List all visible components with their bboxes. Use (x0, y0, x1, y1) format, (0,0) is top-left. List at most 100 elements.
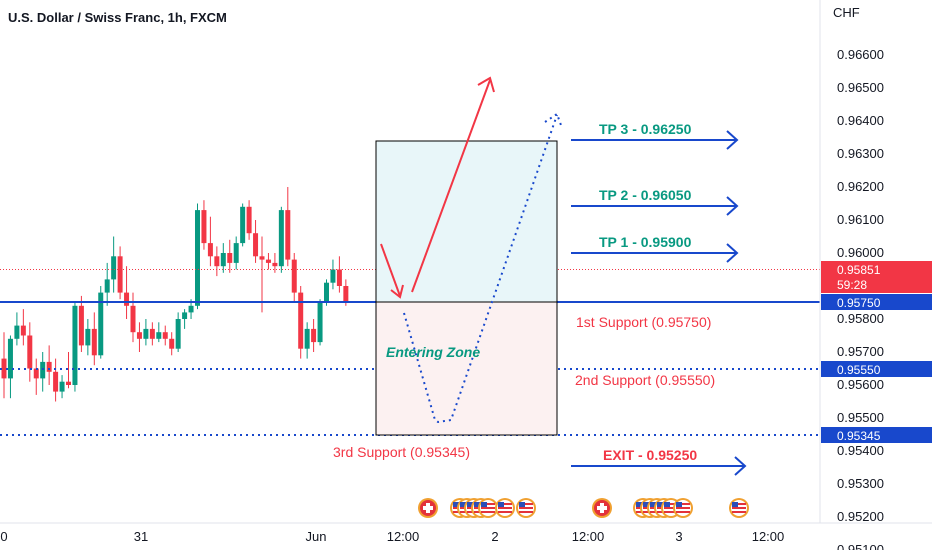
price-tick-label: 0.96200 (837, 179, 884, 194)
entering-zone-box (375, 301, 558, 436)
candle (207, 216, 213, 267)
time-tick-label: 0 (0, 529, 7, 544)
candle (78, 295, 84, 352)
price-tick-label: 0.96000 (837, 245, 884, 260)
candle (253, 220, 259, 263)
candle (330, 259, 336, 290)
candle (259, 236, 265, 313)
us-flag-icon[interactable] (673, 498, 693, 518)
candle (20, 309, 26, 346)
candle (175, 312, 181, 352)
level-tag-1-value: 0.95750 (837, 296, 881, 310)
candle (40, 352, 46, 392)
support-3-label: 3rd Support (0.95345) (333, 444, 470, 460)
level-tag-3 (821, 427, 932, 443)
price-tick-label: 0.95800 (837, 311, 884, 326)
candle (98, 286, 104, 359)
tp3-label: TP 3 - 0.96250 (599, 121, 692, 137)
candle (246, 200, 252, 240)
candle (304, 322, 310, 359)
tp1-arrow (571, 243, 739, 263)
level-tag-1 (821, 294, 932, 310)
candle (85, 319, 91, 356)
price-tick-label: 0.96600 (837, 47, 884, 62)
candle (265, 253, 271, 270)
candle (7, 335, 13, 399)
us-flag-icon[interactable] (729, 498, 749, 518)
candle (291, 253, 297, 303)
price-tick-label: 0.96500 (837, 80, 884, 95)
price-tick-label: 0.95700 (837, 344, 884, 359)
price-tick-label: 0.96300 (837, 146, 884, 161)
us-flag-icons[interactable] (450, 498, 536, 518)
current-price-tag (821, 261, 932, 293)
candle (169, 332, 175, 356)
us-flag-icon[interactable] (495, 498, 515, 518)
candle (182, 309, 188, 329)
candle (91, 312, 97, 366)
tp2-label: TP 2 - 0.96050 (599, 187, 692, 203)
tp3-arrow (571, 130, 739, 150)
us-flag-icon[interactable] (729, 498, 749, 518)
tp2-arrow (571, 196, 739, 216)
current-price-value: 0.95851 (837, 263, 881, 277)
candle (46, 345, 52, 385)
candle (195, 203, 200, 310)
exit-label: EXIT - 0.95250 (603, 447, 697, 463)
candle (72, 302, 78, 392)
level-tag-3-value: 0.95345 (837, 429, 881, 443)
candle (14, 312, 20, 346)
price-tick-label: 0.95300 (837, 476, 884, 491)
target-zone-box (375, 140, 558, 303)
candle (298, 286, 304, 359)
time-tick-label: 12:00 (387, 529, 420, 544)
candle (278, 206, 284, 273)
us-flag-icons[interactable] (633, 498, 693, 518)
candle (149, 322, 155, 346)
event-icons[interactable] (418, 498, 749, 518)
entering-zone-label: Entering Zone (386, 344, 480, 360)
price-tick-label: 0.95600 (837, 377, 884, 392)
candle (240, 203, 246, 247)
candle (311, 319, 317, 352)
candle (336, 256, 342, 293)
swiss-flag-icon[interactable] (592, 498, 612, 518)
price-tick-label: 0.95200 (837, 509, 884, 524)
us-flag-icon[interactable] (478, 498, 498, 518)
price-tick-label: 0.95400 (837, 443, 884, 458)
candles-layer (1, 187, 349, 402)
time-axis[interactable]: 0 31 Jun 12:00 2 12:00 3 12:00 (0, 522, 932, 544)
candle (214, 246, 220, 277)
price-tick-label: 0.95500 (837, 410, 884, 425)
candle (136, 322, 142, 352)
time-tick-label: 12:00 (572, 529, 605, 544)
candle (201, 200, 207, 250)
red-down-arrow (380, 243, 404, 299)
price-tick-label: 0.96100 (837, 212, 884, 227)
price-tick-label: 0.96400 (837, 113, 884, 128)
time-tick-label: 31 (134, 529, 148, 544)
time-tick-label: Jun (306, 529, 327, 544)
candle (162, 325, 168, 346)
countdown-value: 59:28 (837, 278, 867, 292)
candle (33, 358, 39, 395)
candle (111, 236, 117, 293)
candle (124, 266, 130, 319)
price-axis[interactable]: CHF 0.96600 0.96500 0.96400 0.96300 0.96200 0… (819, 0, 932, 550)
candle (104, 262, 110, 306)
red-up-arrow (411, 76, 495, 293)
candle (1, 332, 7, 399)
candle (66, 352, 71, 389)
candle (27, 322, 33, 382)
time-tick-label: 12:00 (752, 529, 785, 544)
us-flag-icon[interactable] (516, 498, 536, 518)
swiss-flag-icon[interactable] (418, 498, 438, 518)
candle (227, 239, 233, 273)
support-1-label: 1st Support (0.95750) (576, 314, 711, 330)
candle (143, 319, 149, 346)
level-tag-2 (821, 361, 932, 377)
projected-path (403, 112, 563, 424)
candle (220, 243, 226, 273)
candle (317, 299, 323, 346)
